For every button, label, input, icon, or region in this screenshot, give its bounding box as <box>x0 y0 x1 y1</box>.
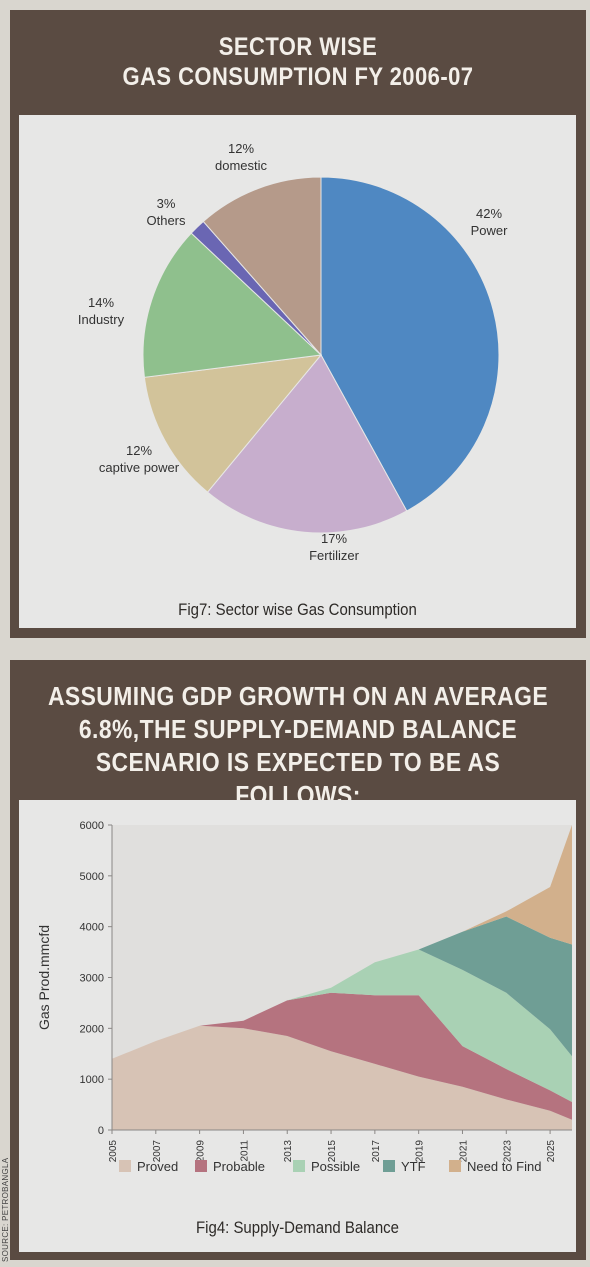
source-label: SOURCE: PETROBANGLA <box>1 1157 10 1262</box>
x-tick-label: 2015 <box>327 1140 338 1163</box>
supply-demand-title-line2: 6.8%,THE SUPPLY-DEMAND BALANCE <box>78 714 518 744</box>
y-tick-label: 5000 <box>80 871 104 883</box>
pie-pct-label-captive-power: 12% <box>126 443 152 458</box>
pie-pct-label-domestic: 12% <box>228 141 254 156</box>
y-tick-label: 4000 <box>80 922 104 934</box>
pie-chart: 42% Power 17% Fertilizer 12% captive power 14%… <box>78 141 509 563</box>
sector-gas-title-line1: SECTOR WISE <box>218 33 378 61</box>
pie-label-fertilizer: Fertilizer <box>309 548 360 563</box>
legend-label-need-to-find: Need to Find <box>467 1159 541 1174</box>
x-tick-label: 2025 <box>546 1140 557 1163</box>
pie-caption: Fig7: Sector wise Gas Consumption <box>178 600 417 619</box>
pie-label-others: Others <box>146 213 186 228</box>
area-possible <box>112 949 572 1102</box>
pie-pct-label-fertilizer: 17% <box>321 531 347 546</box>
pie-chart-area: 42% Power 17% Fertilizer 12% captive power 14%… <box>19 115 576 628</box>
legend-label-probable: Probable <box>213 1159 265 1174</box>
legend-label-proved: Proved <box>137 1159 178 1174</box>
pie-slice-domestic <box>202 176 322 357</box>
area-caption: Fig4: Supply-Demand Balance <box>196 1218 399 1237</box>
pie-slice-fertilizer <box>206 354 408 534</box>
x-tick-label: 2021 <box>458 1140 469 1163</box>
pie-slice-captive-power <box>143 354 323 493</box>
x-tick-label: 2011 <box>239 1140 250 1162</box>
legend-label-possible: Possible <box>311 1159 360 1174</box>
legend-swatch-proved <box>119 1160 131 1172</box>
area-chart: 0 1000 2000 3000 4000 5000 6000 Gas Prod.mmcfd 2… <box>36 820 572 1174</box>
y-axis-label: Gas Prod.mmcfd <box>36 925 52 1030</box>
pie-slice-industry <box>142 232 323 378</box>
supply-demand-title-line1: ASSUMING GDP GROWTH ON AN AVERAGE <box>47 681 549 711</box>
legend-swatch-possible <box>293 1160 305 1172</box>
y-tick-label: 0 <box>98 1125 104 1137</box>
pie-label-industry: Industry <box>78 312 125 327</box>
y-tick-label: 2000 <box>80 1023 104 1035</box>
pie-pct-label-others: 3% <box>157 196 176 211</box>
x-tick-label: 2005 <box>108 1140 119 1163</box>
y-tick-label: 6000 <box>80 820 104 832</box>
pie-label-power: Power <box>471 223 509 238</box>
pie-label-domestic: domestic <box>215 158 268 173</box>
pie-pct-label-industry: 14% <box>88 295 114 310</box>
sector-gas-panel: SECTOR WISE GAS CONSUMPTION FY 2006-07 4… <box>10 10 586 638</box>
legend-label-ytf: YTF <box>401 1159 426 1174</box>
legend-swatch-need-to-find <box>449 1160 461 1172</box>
area-probable <box>112 992 572 1120</box>
pie-label-captive-power: captive power <box>99 460 180 475</box>
supply-demand-title: ASSUMING GDP GROWTH ON AN AVERAGE 6.8%,T… <box>45 680 552 812</box>
legend-swatch-ytf <box>383 1160 395 1172</box>
y-tick-label: 1000 <box>80 1074 104 1086</box>
supply-demand-panel: ASSUMING GDP GROWTH ON AN AVERAGE 6.8%,T… <box>10 660 586 1260</box>
sector-gas-title-line2: GAS CONSUMPTION FY 2006-07 <box>122 63 474 91</box>
x-tick-label: 2017 <box>371 1140 382 1163</box>
legend-swatch-probable <box>195 1160 207 1172</box>
area-ytf <box>112 916 572 1059</box>
area-chart-area: 0 1000 2000 3000 4000 5000 6000 Gas Prod.mmcfd 2… <box>19 800 576 1252</box>
pie-pct-label-power: 42% <box>476 206 502 221</box>
x-tick-label: 2013 <box>283 1140 294 1163</box>
x-tick-label: 2023 <box>502 1140 513 1163</box>
y-tick-label: 3000 <box>80 973 104 985</box>
sector-gas-title: SECTOR WISE GAS CONSUMPTION FY 2006-07 <box>45 32 552 92</box>
x-tick-label: 2019 <box>415 1140 426 1163</box>
x-tick-label: 2007 <box>152 1140 163 1163</box>
area-proved <box>112 1025 572 1130</box>
x-tick-label: 2009 <box>196 1140 207 1163</box>
pie-slice-power <box>320 176 500 512</box>
